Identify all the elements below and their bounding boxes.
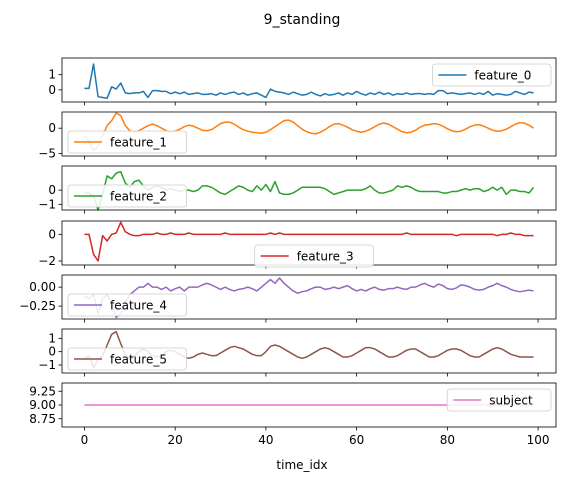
legend-box [67, 184, 187, 208]
legend: feature_3 [254, 244, 374, 268]
series-line-feature_0 [84, 63, 534, 99]
y-tick-label: 9.25 [29, 384, 56, 398]
y-tick-label: 0.00 [29, 280, 56, 294]
legend: feature_0 [431, 63, 552, 87]
y-tick-label: 0 [48, 121, 56, 135]
x-axis-label: time_idx [276, 458, 327, 472]
subplot-4: −0.25 0.00 feature_4 [19, 274, 557, 323]
figure-title: 9_standing [264, 12, 341, 28]
legend: feature_4 [67, 293, 187, 317]
x-tick-label: 100 [527, 433, 550, 447]
series-line-feature_4 [84, 277, 534, 319]
y-tick-label: −1 [38, 197, 56, 211]
y-tick-label: −0.25 [19, 299, 56, 313]
legend-box [67, 293, 187, 317]
series-line-feature_1 [83, 112, 534, 152]
legend-label: feature_0 [474, 69, 531, 83]
legend-label: subject [489, 394, 533, 408]
legend-label: feature_4 [110, 299, 167, 313]
subplot-6: 8.759.009.25 0 20 40 60 80 100 subject [29, 382, 557, 447]
x-tick-label: 0 [81, 433, 89, 447]
legend: feature_2 [67, 184, 187, 208]
x-tick-label: 80 [440, 433, 455, 447]
axes-frame [61, 111, 557, 157]
y-tick-label: −2 [38, 254, 56, 268]
axes-frame [61, 274, 557, 320]
y-tick-label: 8.75 [29, 412, 56, 426]
legend-box [67, 347, 187, 371]
axes-frame [61, 165, 557, 211]
x-tick-label: 60 [349, 433, 364, 447]
x-tick-label: 40 [258, 433, 273, 447]
axes-frame [61, 328, 557, 374]
axes-frame [61, 57, 557, 103]
legend-box [254, 244, 374, 268]
subplot-2: −10 feature_2 [38, 165, 557, 214]
subplot-5: −101 feature_5 [38, 328, 557, 377]
y-tick-label: 0 [48, 183, 56, 197]
y-tick-label: 0 [48, 83, 56, 97]
subplot-0: 01 feature_0 [48, 57, 557, 106]
y-tick-label: 1 [48, 68, 56, 82]
legend: feature_5 [67, 347, 187, 371]
legend-label: feature_3 [297, 250, 354, 264]
legend: subject [446, 388, 552, 412]
subplot-1: −5 0 feature_1 [38, 111, 557, 160]
y-tick-label: 0 [48, 227, 56, 241]
legend-label: feature_2 [110, 190, 167, 204]
y-tick-label: −5 [38, 146, 56, 160]
y-tick-label: 0 [48, 345, 56, 359]
x-tick-label: 20 [168, 433, 183, 447]
legend: feature_1 [67, 130, 187, 154]
legend-box [431, 63, 552, 87]
subplot-3: −2 0 feature_3 [38, 220, 557, 269]
series-line-feature_3 [84, 221, 534, 262]
y-tick-label: −1 [38, 358, 56, 372]
legend-label: feature_1 [110, 136, 167, 150]
legend-box [67, 130, 187, 154]
legend-box [446, 388, 552, 412]
y-tick-label: 1 [48, 331, 56, 345]
legend-label: feature_5 [110, 353, 167, 367]
y-tick-label: 9.00 [29, 398, 56, 412]
